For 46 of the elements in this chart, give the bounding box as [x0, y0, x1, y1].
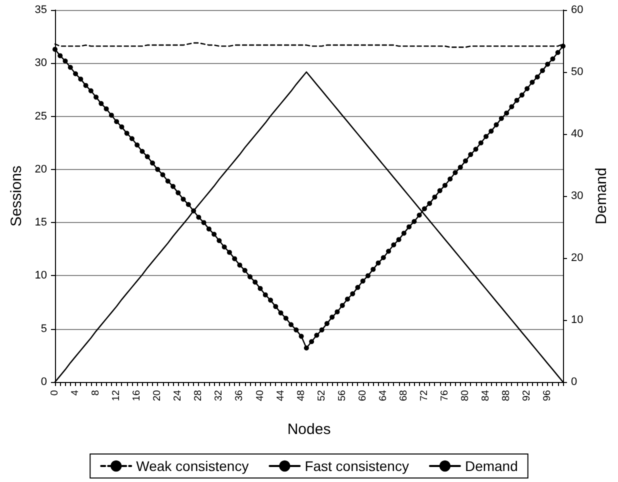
x-tick-label: 8: [90, 390, 102, 396]
y2-tick-label: 60: [571, 4, 584, 16]
legend-label: Fast consistency: [304, 458, 409, 474]
x-tick-label: 40: [254, 390, 266, 402]
x-tick-label: 20: [152, 390, 164, 402]
x-tick-label: 80: [460, 390, 472, 402]
x-tick-label: 36: [234, 390, 246, 402]
x-tick-label: 56: [336, 390, 348, 402]
x-tick-label: 64: [378, 390, 389, 402]
x-tick-label: 12: [111, 390, 122, 402]
x-tick-label: 48: [296, 390, 307, 402]
x-tick-label: 52: [316, 390, 328, 402]
x-tick-label: 92: [522, 390, 533, 402]
y-tick-label: 30: [34, 57, 47, 70]
x-tick-label: 4: [70, 390, 82, 396]
y2-tick-label: 0: [571, 376, 578, 388]
x-tick-label: 84: [480, 390, 492, 402]
y2-tick-label: 10: [571, 314, 584, 326]
y-tick-label: 5: [40, 322, 47, 335]
x-tick-label: 60: [357, 390, 368, 402]
y2-tick-label: 20: [571, 252, 584, 264]
y-tick-label: 20: [34, 163, 47, 176]
x-tick-label: 16: [132, 390, 143, 402]
y2-axis-title: Demand: [593, 168, 610, 224]
legend-label: Weak consistency: [136, 458, 249, 474]
x-tick-label: 76: [439, 390, 450, 402]
x-tick-label: 44: [275, 390, 286, 402]
y2-tick-label: 30: [571, 190, 584, 202]
x-tick-label: 0: [50, 390, 60, 396]
y-tick-label: 0: [40, 376, 47, 388]
x-tick-label: 32: [214, 390, 225, 402]
x-tick-label: 72: [418, 390, 430, 402]
y-axis-title: Sessions: [8, 166, 25, 226]
y2-tick-label: 50: [571, 66, 584, 78]
x-axis-title: Nodes: [287, 421, 331, 438]
y-tick-label: 25: [34, 110, 47, 122]
y-tick-label: 35: [34, 4, 47, 16]
legend-label: Demand: [464, 458, 518, 474]
y2-tick-label: 40: [571, 128, 584, 140]
x-tick-label: 96: [542, 390, 554, 402]
x-tick-label: 88: [501, 390, 512, 402]
x-tick-label: 24: [172, 390, 184, 402]
y-tick-label: 15: [34, 216, 47, 229]
x-tick-label: 68: [398, 390, 410, 402]
y-tick-label: 10: [34, 270, 47, 282]
x-tick-label: 28: [193, 390, 204, 402]
